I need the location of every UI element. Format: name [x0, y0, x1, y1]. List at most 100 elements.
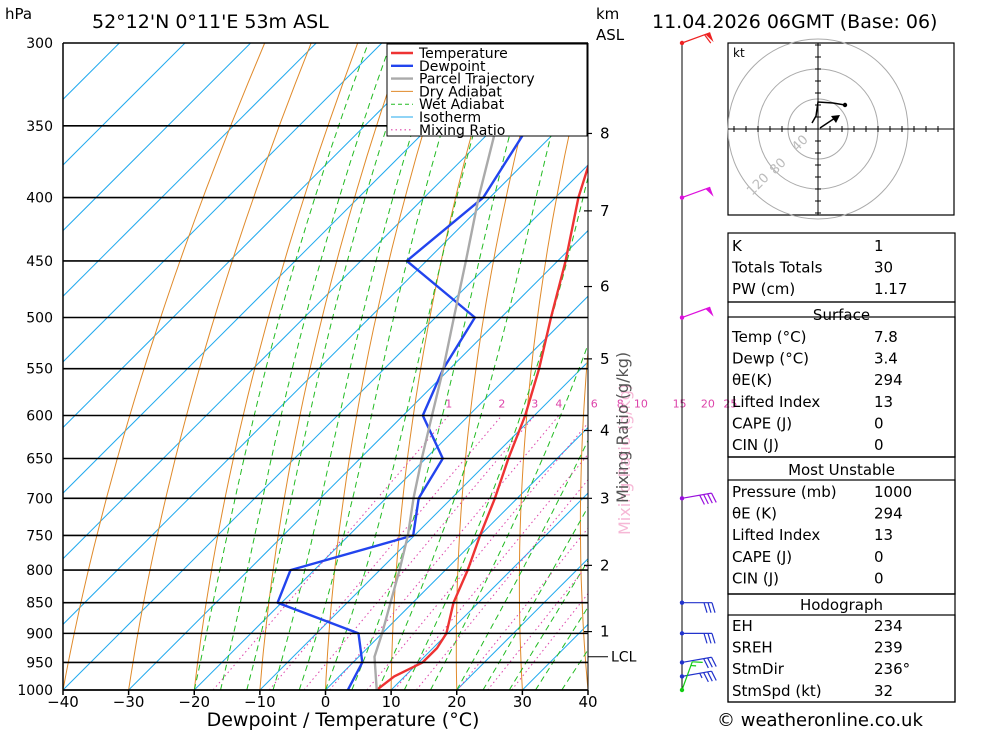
isotherm-line	[63, 43, 317, 297]
hpa-unit-label: hPa	[5, 5, 32, 23]
index-label: CIN (J)	[732, 436, 779, 454]
pressure-tick-label: 500	[26, 311, 53, 327]
wind-barb-flag	[703, 672, 709, 683]
mixing-ratio-line	[329, 415, 560, 690]
index-value: 0	[874, 414, 884, 432]
isotherm-line	[128, 229, 588, 690]
pressure-tick-label: 450	[26, 254, 53, 270]
km-unit-label: km	[596, 5, 619, 23]
station-location: 52°12'N 0°11'E 53m ASL	[92, 11, 329, 33]
legend-entry: Parcel Trajectory	[419, 72, 535, 88]
axes: −40 −30 −20 −10 0 10 20 30 40 1 2 3 4 5 6 7 8	[47, 43, 610, 711]
wind-barb	[679, 186, 714, 200]
dry-adiabat-line	[640, 43, 684, 690]
mixing-ratio-tick-label: 1	[445, 397, 452, 410]
legend-entry: Isotherm	[419, 110, 481, 126]
index-value: 0	[874, 548, 884, 566]
index-value: 234	[874, 617, 903, 635]
wind-barb-flag	[703, 658, 709, 669]
wind-barb-flag	[711, 670, 717, 681]
x-tick-label: −40	[47, 693, 79, 711]
mixing-ratio-tick-label: 6	[591, 397, 598, 410]
storm-motion-arrow	[819, 117, 836, 129]
wind-barb	[679, 32, 714, 46]
mixing-ratio-tick-label: 3	[531, 397, 538, 410]
index-label: StmSpd (kt)	[732, 682, 822, 700]
km-tick-label: 1	[600, 623, 610, 641]
wind-barb-flag	[711, 656, 717, 667]
isotherm-line	[63, 43, 251, 232]
mixing-ratio-axis-label: Mixing Ratio (g/kg)	[613, 352, 632, 503]
isotherm-line	[259, 361, 588, 690]
wind-barb-flag	[711, 492, 717, 503]
isotherm-line	[63, 43, 448, 429]
wind-barb	[679, 631, 716, 644]
isotherm-line	[63, 98, 588, 626]
km-tick-label: 6	[600, 278, 610, 296]
dry-adiabat-line	[455, 43, 545, 690]
index-value: 0	[874, 569, 884, 587]
wet-adiabat-line	[456, 439, 588, 690]
isotherm-line	[325, 426, 588, 690]
index-value: 3.4	[874, 350, 898, 368]
temperature-profile	[375, 162, 588, 690]
x-tick-label: 10	[382, 693, 401, 711]
pressure-tick-label: 850	[26, 596, 53, 612]
pressure-tick-label: 700	[26, 491, 53, 507]
wind-barb-flag	[703, 602, 708, 613]
index-value: 294	[874, 505, 903, 523]
wind-barb	[679, 600, 716, 613]
dry-adiabat-line	[960, 43, 1000, 690]
copyright-label: © weatheronline.co.uk	[717, 710, 923, 731]
index-section-box	[727, 614, 956, 703]
km-tick-label: 2	[600, 556, 610, 574]
wind-barb-staff	[681, 670, 712, 677]
mixing-ratio-line	[394, 453, 588, 690]
wind-barb	[679, 492, 717, 505]
index-value: 13	[874, 526, 893, 544]
asl-unit-label: ASL	[596, 26, 625, 44]
index-label: Totals Totals	[731, 259, 823, 277]
index-label: CIN (J)	[732, 569, 779, 587]
km-tick-label: 5	[600, 350, 610, 368]
wind-barb-flag	[711, 602, 716, 613]
wind-profile	[679, 32, 717, 693]
x-tick-label: −30	[113, 693, 145, 711]
profile-series	[276, 43, 588, 690]
storm-motion-arrowhead	[831, 115, 840, 123]
wet-adiabat-line	[272, 43, 441, 690]
pressure-tick-label: 800	[26, 563, 53, 579]
index-label: EH	[732, 617, 753, 635]
wet-adiabat-line	[430, 343, 588, 690]
x-tick-label: −10	[244, 693, 276, 711]
pressure-tick-label: 950	[26, 655, 53, 671]
pressure-tick-label: 1000	[17, 683, 53, 699]
pressure-tick-label: 400	[26, 191, 53, 207]
wind-barb-flag	[703, 633, 708, 644]
isotherm-line	[63, 43, 383, 363]
pressure-tick-label: 750	[26, 528, 53, 544]
legend-entry: Dry Adiabat	[419, 84, 502, 100]
wind-barb-pennant	[705, 32, 714, 43]
wind-barb	[679, 656, 717, 669]
wind-barb-half-flag	[699, 672, 703, 679]
lcl-label: LCL	[611, 650, 637, 666]
index-value: 0	[874, 436, 884, 454]
mixing-ratio-labels: 1 2 3 4 6 8 10 15 20 25	[445, 397, 737, 410]
wind-barb	[679, 661, 703, 693]
index-label: Temp (°C)	[731, 328, 806, 346]
index-label: Lifted Index	[732, 393, 820, 411]
x-tick-label: 30	[513, 693, 532, 711]
legend-entry: Wet Adiabat	[419, 97, 505, 113]
index-value: 294	[874, 371, 903, 389]
wet-adiabat-line	[193, 43, 369, 690]
isotherm-line	[63, 164, 588, 690]
dry-adiabat-line	[63, 43, 266, 690]
isotherm-line	[390, 492, 588, 690]
index-value: 1000	[874, 483, 912, 501]
pressure-tick-label: 300	[26, 36, 53, 52]
wet-adiabat-line	[220, 43, 392, 690]
wind-barb-staff	[681, 656, 712, 664]
x-tick-label: 20	[447, 693, 466, 711]
index-value: 1.17	[874, 280, 907, 298]
